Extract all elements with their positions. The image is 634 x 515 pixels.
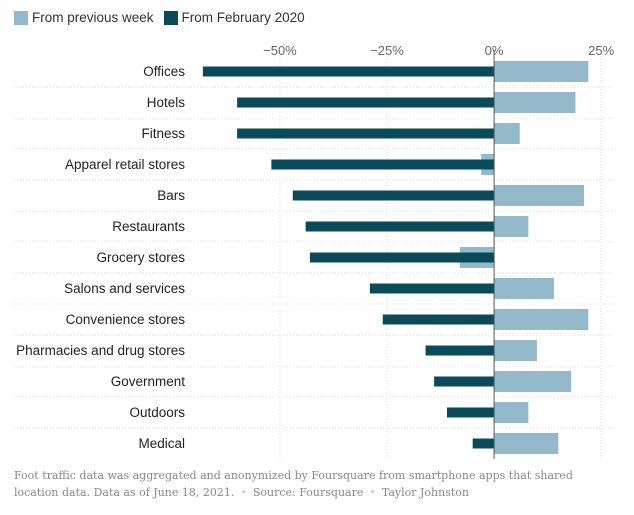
bar-previous-week [494, 433, 559, 454]
bar-feb-2020 [472, 438, 495, 449]
category-label: Grocery stores [96, 250, 185, 265]
bar-previous-week [494, 340, 537, 361]
bar-feb-2020 [292, 190, 495, 201]
bar-previous-week [494, 123, 520, 144]
legend-swatch-feb-2020 [163, 10, 178, 25]
legend-label-previous-week: From previous week [32, 10, 154, 25]
bar-feb-2020 [271, 159, 495, 170]
bar-previous-week [494, 92, 576, 113]
category-label: Apparel retail stores [65, 157, 185, 172]
category-label: Government [111, 374, 186, 389]
bar-previous-week [494, 61, 589, 82]
category-label: Medical [138, 436, 185, 451]
bar-feb-2020 [305, 221, 495, 232]
bar-feb-2020 [309, 252, 495, 263]
footnote: Foot traffic data was aggregated and ano… [14, 469, 573, 499]
legend-item-previous-week: From previous week [14, 10, 154, 25]
bar-previous-week [494, 309, 589, 330]
bar-feb-2020 [237, 97, 495, 108]
bar-previous-week [494, 278, 555, 299]
x-tick-label: −50% [263, 43, 297, 58]
legend-item-feb-2020: From February 2020 [163, 10, 305, 25]
footnote-source: Source: Foursquare [252, 486, 364, 499]
category-label: Hotels [147, 95, 186, 110]
category-label: Pharmacies and drug stores [16, 343, 185, 358]
legend-label-feb-2020: From February 2020 [181, 10, 305, 25]
bar-feb-2020 [382, 314, 495, 325]
bar-feb-2020 [446, 407, 495, 418]
category-label: Offices [143, 64, 185, 79]
bar-feb-2020 [202, 66, 495, 77]
bar-previous-week [494, 402, 529, 423]
category-label: Salons and services [64, 281, 185, 296]
category-label: Restaurants [112, 219, 185, 234]
bar-feb-2020 [369, 283, 495, 294]
category-label: Convenience stores [66, 312, 186, 327]
x-tick-label: 25% [588, 43, 614, 58]
bar-feb-2020 [434, 376, 495, 387]
bar-feb-2020 [425, 345, 495, 356]
x-tick-label: −25% [370, 43, 404, 58]
footnote-credit: Taylor Johnston [381, 486, 469, 499]
legend: From previous week From February 2020 [14, 10, 315, 25]
bar-feb-2020 [237, 128, 495, 139]
category-label: Bars [157, 188, 185, 203]
footnote-text: Foot traffic data was aggregated and ano… [14, 469, 573, 499]
bar-previous-week [494, 216, 529, 237]
category-label: Fitness [141, 126, 185, 141]
bar-previous-week [494, 185, 585, 206]
legend-swatch-previous-week [14, 10, 28, 25]
category-label: Outdoors [129, 405, 185, 420]
bar-previous-week [494, 371, 572, 392]
bar-chart: −50% −25% 0% 25%OfficesHotelsFitnessApparel… [14, 43, 615, 459]
